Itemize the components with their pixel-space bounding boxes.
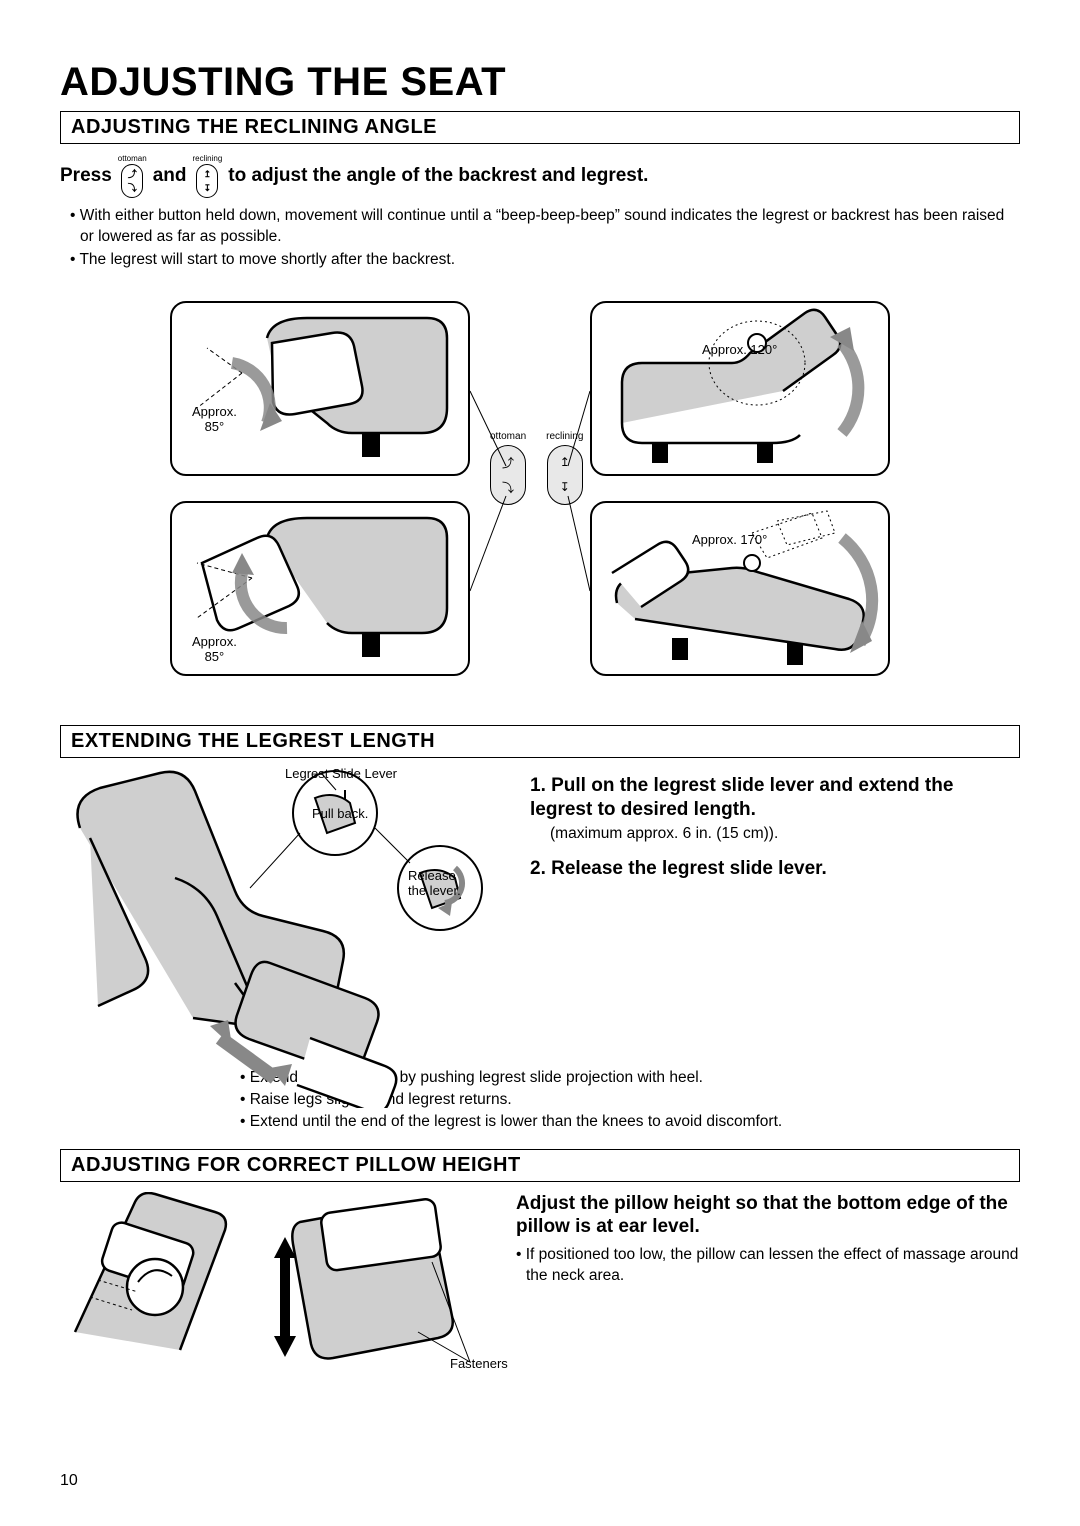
section1-bullets: With either button held down, movement w… <box>70 206 1020 271</box>
section-legrest-header: EXTENDING THE LEGREST LENGTH <box>60 725 1020 758</box>
reclining-diagram: Approx. 85° Approx. 85° Approx. 120° <box>170 301 910 701</box>
section-reclining-header: ADJUSTING THE RECLINING ANGLE <box>60 111 1020 144</box>
step-2: 2. Release the legrest slide lever. <box>530 857 1020 881</box>
step-1-sub: (maximum approx. 6 in. (15 cm)). <box>550 825 1020 843</box>
legrest-illustration <box>60 768 520 1108</box>
pillow-illustration <box>60 1192 500 1392</box>
list-item: The legrest will start to move shortly a… <box>70 250 1020 271</box>
reclining-label: reclining <box>192 154 222 163</box>
ottoman-button-icon: ottoman ⤴⤵ <box>118 154 147 198</box>
instruction-line: Press ottoman ⤴⤵ and reclining ↥↧ to adj… <box>60 154 1020 198</box>
list-item: If positioned too low, the pillow can le… <box>516 1245 1020 1287</box>
instr-post: to adjust the angle of the backrest and … <box>228 165 648 187</box>
legrest-diagram: Legrest Slide Lever Pull back. Release t… <box>60 768 520 1108</box>
release-label: Release the lever. <box>408 868 461 898</box>
section-pillow-header: ADJUSTING FOR CORRECT PILLOW HEIGHT <box>60 1149 1020 1182</box>
pullback-label: Pull back. <box>312 806 368 821</box>
ottoman-label: ottoman <box>118 154 147 163</box>
pillow-diagram: Fasteners <box>60 1192 500 1392</box>
instr-mid: and <box>153 165 187 187</box>
pillow-text: Adjust the pillow height so that the bot… <box>516 1192 1020 1392</box>
list-item: Extend until the end of the legrest is l… <box>240 1112 1020 1133</box>
legrest-steps: 1. Pull on the legrest slide lever and e… <box>530 768 1020 1108</box>
page-number: 10 <box>60 1472 78 1490</box>
fasteners-label: Fasteners <box>450 1356 508 1371</box>
step-1: 1. Pull on the legrest slide lever and e… <box>530 774 1020 822</box>
reclining-button-icon: reclining ↥↧ <box>192 154 222 198</box>
list-item: With either button held down, movement w… <box>70 206 1020 248</box>
instr-pre: Press <box>60 165 112 187</box>
lever-label: Legrest Slide Lever <box>285 766 397 781</box>
section3-bullets: If positioned too low, the pillow can le… <box>516 1245 1020 1287</box>
connector-lines <box>170 301 910 701</box>
pillow-heading: Adjust the pillow height so that the bot… <box>516 1192 1020 1240</box>
page-title: ADJUSTING THE SEAT <box>60 60 1020 105</box>
